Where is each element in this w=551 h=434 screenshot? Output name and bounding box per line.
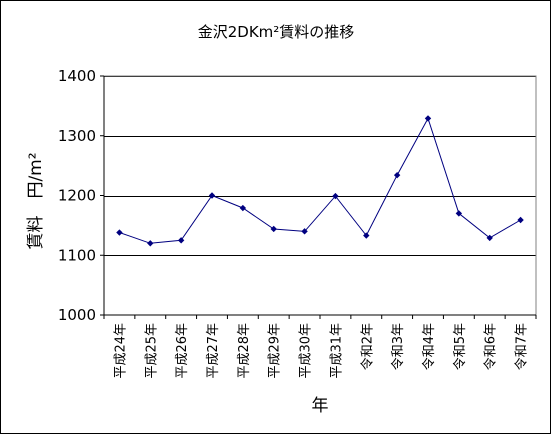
x-axis-ticks: 平成24年 平成25年 平成26年 平成27年 平成28年 平成29年 平成30年 平成31年…: [103, 315, 537, 379]
data-point: [424, 115, 432, 122]
x-tick-label: 平成28年: [237, 323, 252, 379]
data-point: [301, 228, 308, 235]
x-tick-label: 平成27年: [206, 323, 221, 379]
chart-title: 金沢2DKm²賃料の推移: [198, 23, 355, 41]
series-line: [119, 117, 521, 244]
x-tick-label: 令和3年: [391, 323, 406, 370]
x-tick-label: 平成24年: [113, 323, 128, 379]
series-layer: [116, 115, 524, 247]
x-tick-label: 令和2年: [360, 323, 375, 370]
x-tick-label: 令和6年: [484, 323, 499, 370]
y-axis-ticks: 1000 1100 1200 1300 1400: [58, 67, 104, 324]
y-tick-label: 1100: [58, 246, 96, 264]
data-point: [486, 234, 493, 242]
data-point: [363, 232, 370, 239]
data-point: [116, 229, 123, 236]
x-tick-label: 平成30年: [299, 323, 314, 379]
y-tick-label: 1400: [58, 67, 96, 85]
y-tick-label: 1000: [58, 306, 96, 324]
x-tick-label: 平成26年: [175, 323, 190, 379]
y-axis-label: 賃料 円/m²: [26, 152, 46, 249]
data-point: [177, 237, 185, 244]
x-tick-label: 令和5年: [453, 323, 468, 370]
data-point: [147, 240, 154, 247]
y-tick-label: 1300: [58, 127, 96, 145]
plot-area-border: [103, 75, 537, 316]
data-point: [517, 216, 524, 224]
x-tick-label: 平成29年: [268, 323, 283, 379]
data-point: [208, 192, 216, 199]
data-point: [393, 171, 401, 179]
gridlines: [104, 76, 536, 256]
x-tick-label: 平成31年: [329, 323, 344, 379]
x-axis-label: 年: [312, 396, 329, 416]
x-tick-label: 令和4年: [422, 323, 437, 370]
data-point: [455, 210, 463, 217]
data-point: [332, 192, 339, 200]
data-point: [270, 225, 277, 233]
x-tick-label: 令和7年: [515, 323, 530, 370]
x-tick-label: 平成25年: [144, 323, 159, 379]
data-point: [239, 204, 247, 212]
y-tick-label: 1200: [58, 187, 96, 205]
